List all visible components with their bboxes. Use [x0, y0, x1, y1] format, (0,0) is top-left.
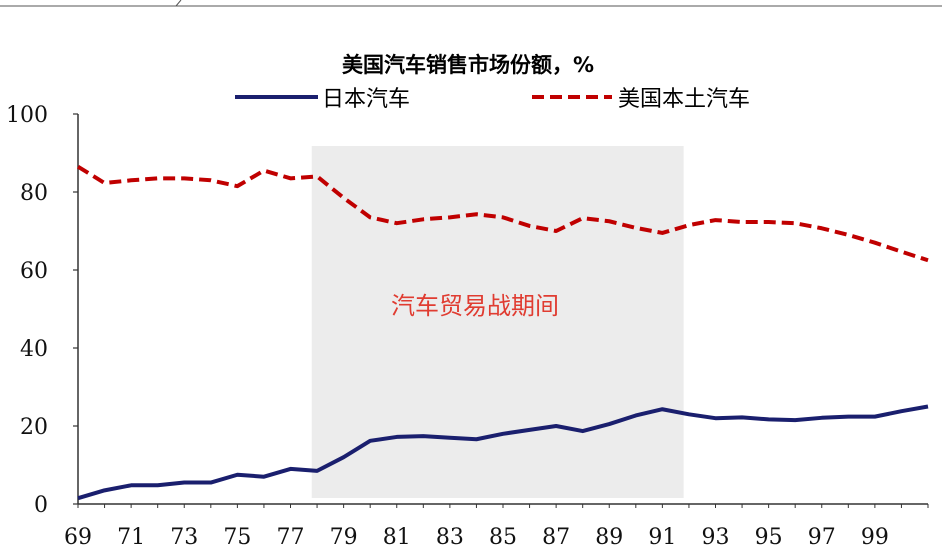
- y-tick-label: 20: [20, 415, 48, 440]
- x-tick-label: 75: [223, 525, 251, 550]
- x-tick-label: 93: [702, 525, 730, 550]
- x-tick-label: 85: [489, 525, 517, 550]
- x-tick-label: 99: [861, 525, 889, 550]
- legend-label-japan: 日本汽车: [322, 87, 410, 112]
- y-tick-label: 60: [20, 259, 48, 284]
- x-tick-label: 83: [436, 525, 464, 550]
- series-layer: [76, 164, 929, 501]
- x-tick-label: 87: [542, 525, 570, 550]
- x-tick-label: 95: [755, 525, 783, 550]
- y-tick-label: 40: [20, 337, 48, 362]
- trade-war-period-label: 汽车贸易战期间: [391, 292, 559, 320]
- y-tick-label: 0: [34, 493, 48, 518]
- legend-label-us-domestic: 美国本土汽车: [618, 87, 750, 112]
- x-tick-label: 69: [64, 525, 92, 550]
- chart-title: 美国汽车销售市场份额，%: [342, 53, 594, 77]
- x-tick-label: 79: [330, 525, 358, 550]
- x-tick-label: 77: [277, 525, 305, 550]
- x-tick-label: 73: [170, 525, 198, 550]
- x-tick-label: 89: [595, 525, 623, 550]
- legend: 日本汽车 美国本土汽车: [235, 87, 750, 112]
- x-tick-label: 91: [648, 525, 676, 550]
- trade-war-period-band: [311, 146, 684, 498]
- x-tick-label: 81: [383, 525, 411, 550]
- x-tick-label: 71: [117, 525, 145, 550]
- y-tick-label: 100: [6, 103, 48, 128]
- x-axis-ticks: 69 71 73 75 77 79 81 83 85 87 89 91 93 95 97 99: [64, 504, 929, 550]
- top-rule-tick: [175, 0, 182, 7]
- x-tick-label: 97: [808, 525, 836, 550]
- y-axis-ticks: 0 20 40 60 80 100: [6, 103, 78, 518]
- y-tick-label: 80: [20, 181, 48, 206]
